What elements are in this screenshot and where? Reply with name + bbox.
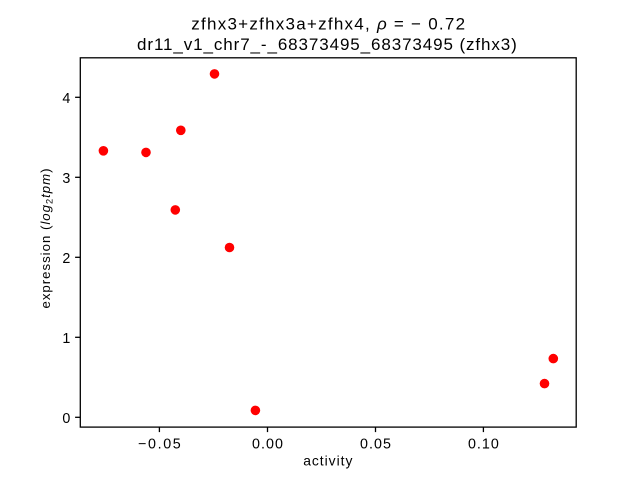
svg-text:−0.05: −0.05 <box>138 437 181 453</box>
svg-text:3: 3 <box>62 171 70 187</box>
svg-text:expression (log2tpm): expression (log2tpm) <box>38 167 55 308</box>
svg-text:activity: activity <box>303 453 352 469</box>
svg-text:zfhx3+zfhx3a+zfhx4, ρ = − 0.72: zfhx3+zfhx3a+zfhx4, ρ = − 0.72 <box>191 15 466 34</box>
svg-text:4: 4 <box>62 91 70 107</box>
svg-text:2: 2 <box>62 251 70 267</box>
svg-text:0.00: 0.00 <box>252 437 283 453</box>
svg-text:0.10: 0.10 <box>468 437 499 453</box>
svg-text:0.05: 0.05 <box>360 437 391 453</box>
svg-text:0: 0 <box>62 411 70 427</box>
svg-text:1: 1 <box>62 331 70 347</box>
svg-text:dr11_v1_chr7_-_68373495_683734: dr11_v1_chr7_-_68373495_68373495 (zfhx3) <box>137 35 518 54</box>
